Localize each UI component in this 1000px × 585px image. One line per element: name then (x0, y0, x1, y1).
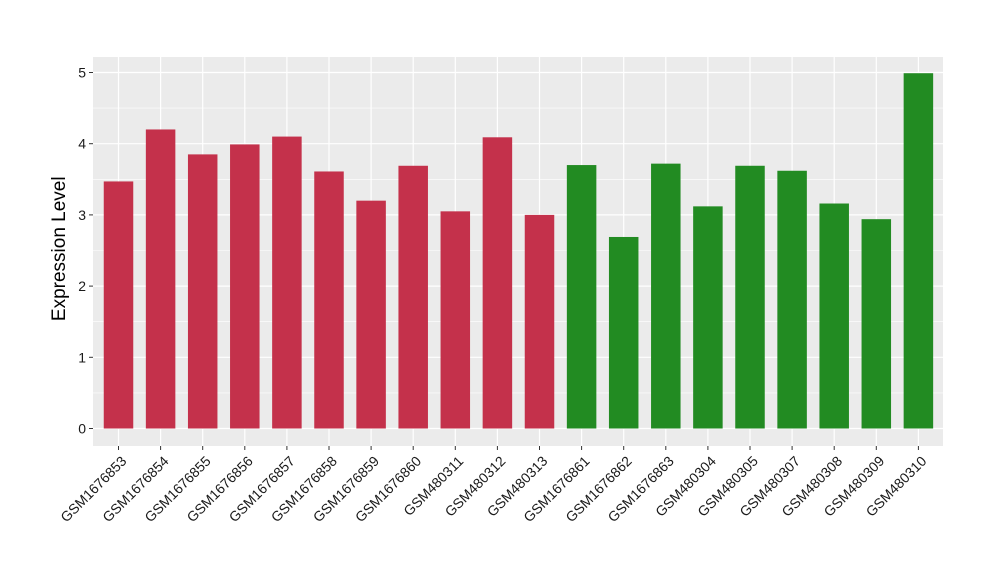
bar-gsm480309 (861, 219, 892, 429)
bar-gsm480312 (482, 137, 513, 429)
bar-gsm1676854 (145, 129, 176, 429)
y-tick-label: 5 (78, 65, 86, 81)
bar-gsm1676853 (103, 181, 134, 429)
bar-gsm1676856 (230, 144, 260, 429)
y-tick-label: 2 (78, 278, 86, 294)
bar-gsm1676859 (356, 200, 386, 429)
y-axis-title: Expression Level (49, 176, 70, 321)
bar-gsm1676858 (314, 171, 344, 429)
y-tick-label: 0 (78, 421, 86, 437)
y-tick-label: 1 (78, 349, 86, 365)
bar-gsm480311 (440, 211, 471, 429)
bar-gsm1676857 (272, 136, 302, 429)
plot-panel (93, 57, 943, 446)
y-tick-label: 3 (78, 207, 86, 223)
bar-gsm480313 (524, 214, 555, 429)
bar-gsm1676855 (187, 154, 218, 429)
bar-gsm1676862 (608, 236, 639, 429)
bar-gsm480308 (819, 203, 849, 429)
bar-gsm480310 (903, 73, 934, 429)
bar-gsm480305 (735, 165, 765, 429)
bar-gsm1676863 (651, 163, 681, 429)
bar-gsm480304 (693, 206, 723, 429)
bars (103, 73, 934, 429)
bar-gsm1676860 (398, 165, 428, 429)
y-tick-label: 4 (78, 136, 86, 152)
bar-gsm480307 (777, 170, 807, 429)
bar-gsm1676861 (566, 165, 597, 429)
